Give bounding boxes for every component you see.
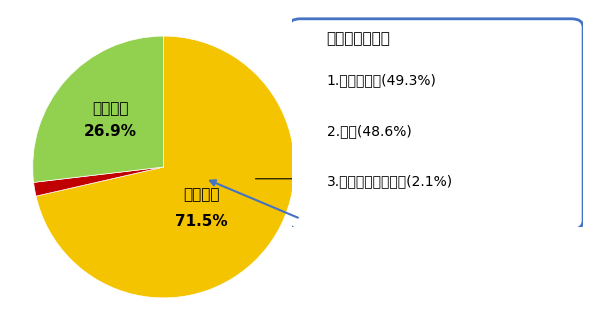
FancyBboxPatch shape <box>289 19 583 229</box>
Wedge shape <box>36 36 295 298</box>
Text: 資源ごみ: 資源ごみ <box>92 101 129 116</box>
Text: 資源ごみの内訳: 資源ごみの内訳 <box>327 31 390 46</box>
Wedge shape <box>34 167 164 196</box>
Text: 71.5%: 71.5% <box>176 213 228 228</box>
Text: 1.その他プラ(49.3%): 1.その他プラ(49.3%) <box>327 73 436 88</box>
Wedge shape <box>33 36 164 182</box>
Text: 26.9%: 26.9% <box>83 125 137 140</box>
Text: 不燃ごみ: 不燃ごみ <box>301 165 337 180</box>
Text: 可燃ごみ: 可燃ごみ <box>183 187 220 202</box>
Text: 3.その他の資源ごみ(2.1%): 3.その他の資源ごみ(2.1%) <box>327 174 453 188</box>
Text: 1.7%: 1.7% <box>301 188 343 203</box>
Text: 2.紙類(48.6%): 2.紙類(48.6%) <box>327 124 411 138</box>
